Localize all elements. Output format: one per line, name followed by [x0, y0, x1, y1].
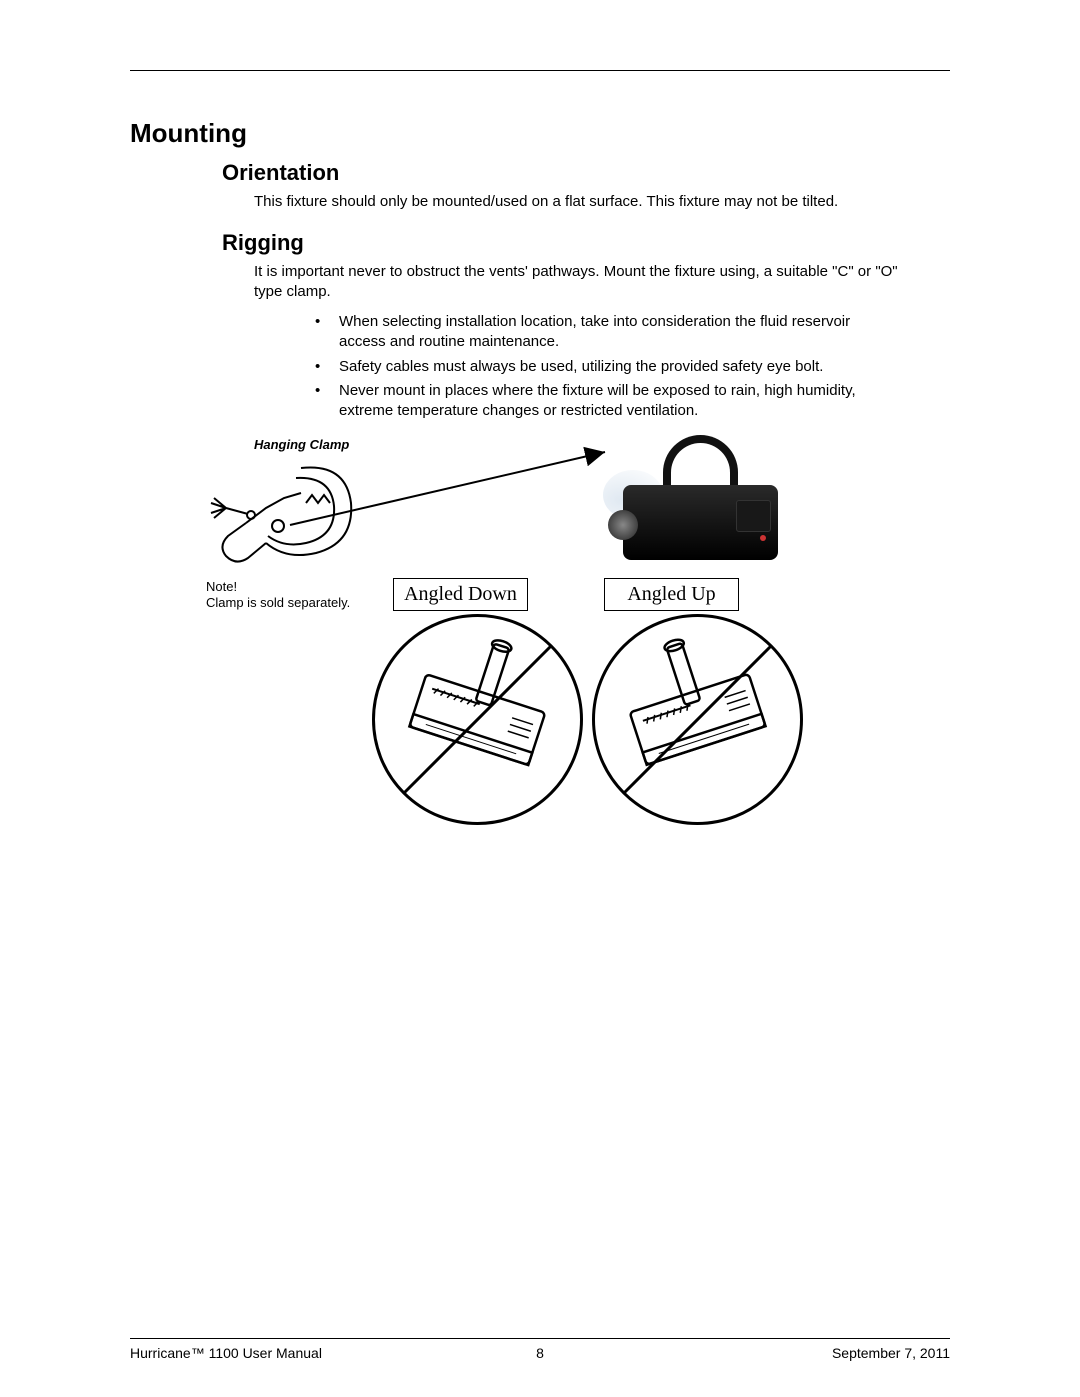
rule-bottom [130, 1338, 950, 1339]
heading-mounting: Mounting [130, 118, 247, 149]
note-text: Clamp is sold separately. [206, 595, 350, 610]
bullet-item: Safety cables must always be used, utili… [315, 357, 895, 377]
label-angled-up: Angled Up [604, 578, 739, 611]
prohibited-angled-down [370, 612, 585, 827]
bullet-item: When selecting installation location, ta… [315, 312, 895, 353]
heading-orientation: Orientation [222, 160, 339, 186]
note-label: Note! [206, 579, 237, 594]
product-nozzle [608, 510, 638, 540]
heading-rigging: Rigging [222, 230, 304, 256]
paragraph-orientation: This fixture should only be mounted/used… [254, 192, 954, 212]
prohibited-angled-up [590, 612, 805, 827]
rule-top [130, 70, 950, 71]
bullet-item: Never mount in places where the fixture … [315, 381, 895, 422]
page: Mounting Orientation This fixture should… [0, 0, 1080, 1397]
arrow-icon [280, 440, 620, 540]
footer-right: September 7, 2011 [832, 1345, 950, 1361]
bullet-list: When selecting installation location, ta… [315, 312, 895, 425]
paragraph-rigging: It is important never to obstruct the ve… [254, 262, 899, 303]
product-led [760, 535, 766, 541]
product-panel [736, 500, 771, 532]
label-angled-down: Angled Down [393, 578, 528, 611]
product-photo [608, 430, 793, 575]
